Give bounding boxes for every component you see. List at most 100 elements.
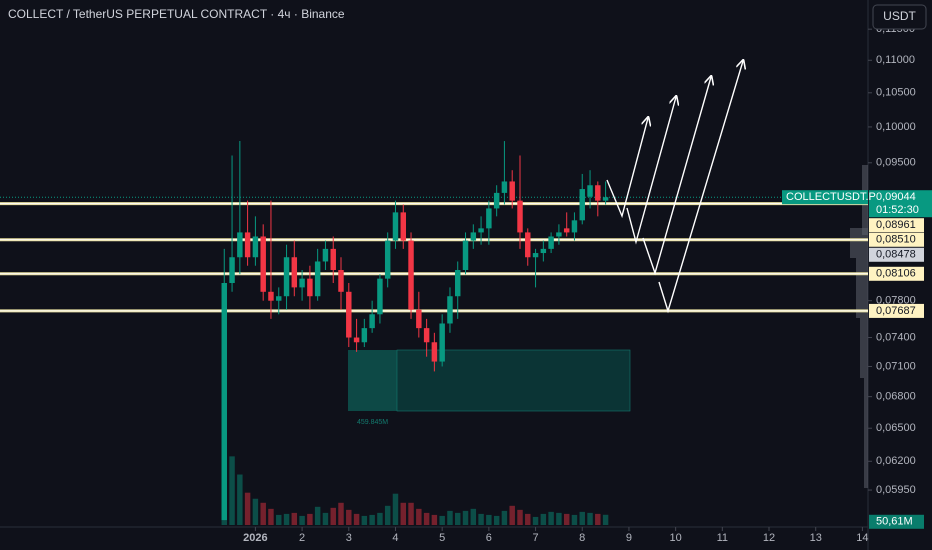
candle-body bbox=[501, 181, 508, 193]
volume-bar bbox=[501, 510, 508, 525]
volume-bar bbox=[291, 512, 298, 525]
arrow bbox=[642, 77, 711, 276]
candle-body bbox=[517, 200, 523, 233]
volume-bar bbox=[346, 509, 352, 525]
volume-label: 50,61M bbox=[876, 516, 913, 528]
candle-body bbox=[338, 270, 344, 292]
y-tick-label: 0,06800 bbox=[876, 391, 916, 403]
candle-body bbox=[478, 228, 484, 233]
candle-body bbox=[532, 253, 539, 258]
chart-title: COLLECT / TetherUS PERPETUAL CONTRACT · … bbox=[8, 7, 345, 21]
volume-bar bbox=[361, 515, 368, 525]
volume-bar bbox=[330, 507, 336, 525]
candle-body bbox=[470, 232, 477, 241]
volume-bar bbox=[276, 514, 282, 525]
y-tick-label: 0,11000 bbox=[876, 54, 915, 66]
arrows bbox=[606, 61, 743, 314]
volume-bar bbox=[244, 492, 251, 525]
axis-layer: 0,115000,110000,105000,100000,095000,078… bbox=[243, 23, 932, 544]
profile-bar bbox=[856, 258, 868, 318]
x-tick-label: 7 bbox=[532, 532, 538, 544]
volume-bar bbox=[493, 515, 500, 525]
volume-bar bbox=[252, 498, 259, 525]
volume-label-box bbox=[869, 514, 924, 529]
volume-bar bbox=[322, 512, 329, 525]
volume-bar bbox=[587, 512, 593, 525]
candle-body bbox=[408, 240, 414, 310]
volume-bar bbox=[556, 512, 562, 525]
candle-body bbox=[361, 328, 368, 343]
marker-label-box bbox=[869, 247, 924, 262]
candle-body bbox=[392, 212, 399, 241]
volume-bar bbox=[431, 514, 438, 525]
marker-label: 0,08478 bbox=[876, 249, 916, 261]
volume-bar bbox=[563, 513, 570, 525]
x-tick-label: 5 bbox=[439, 532, 445, 544]
candle-body bbox=[579, 189, 585, 221]
candle-body bbox=[431, 342, 438, 362]
volume-bar bbox=[384, 505, 391, 525]
candle-body bbox=[462, 240, 469, 271]
candle-body bbox=[556, 232, 562, 237]
candle-body bbox=[540, 248, 547, 254]
volume-bar bbox=[595, 513, 601, 525]
currency-button[interactable] bbox=[872, 4, 927, 30]
y-tick-label: 0,10500 bbox=[876, 87, 916, 99]
x-tick-label: 14 bbox=[856, 532, 868, 544]
zone-left bbox=[348, 350, 397, 411]
candle-body bbox=[493, 192, 500, 209]
candle-body bbox=[314, 261, 321, 297]
candle-body bbox=[283, 257, 290, 297]
candle-body bbox=[439, 323, 445, 362]
y-tick-label: 0,06500 bbox=[876, 422, 916, 434]
candle-body bbox=[423, 328, 430, 343]
candle-body bbox=[268, 291, 274, 301]
y-tick-label: 0,05950 bbox=[876, 484, 916, 496]
volume-bar bbox=[571, 514, 578, 525]
x-tick-label: 11 bbox=[717, 532, 728, 544]
candle-body bbox=[353, 337, 360, 343]
zone-annotation: 459.845M bbox=[357, 419, 388, 426]
candle-body bbox=[548, 236, 554, 249]
candle-body bbox=[276, 296, 282, 301]
candle-body bbox=[229, 257, 235, 283]
currency-button-label[interactable]: USDT bbox=[883, 9, 916, 23]
volume-bar bbox=[548, 511, 554, 525]
arrow bbox=[606, 118, 648, 219]
volume-bar bbox=[260, 502, 266, 525]
candle-body bbox=[260, 236, 266, 292]
volume-bar bbox=[237, 474, 243, 525]
y-tick-label: 0,09500 bbox=[876, 157, 916, 169]
candle-body bbox=[454, 270, 461, 297]
candle-body bbox=[244, 232, 251, 258]
levels-layer bbox=[0, 196, 868, 313]
level-label: 0,07687 bbox=[876, 305, 916, 317]
volume-bar bbox=[579, 511, 585, 525]
candle-body bbox=[400, 212, 407, 241]
candle-body bbox=[330, 248, 336, 271]
volume-bar bbox=[229, 456, 235, 525]
volume-bar bbox=[439, 515, 445, 525]
volume-bar bbox=[377, 512, 383, 525]
volume-bar bbox=[470, 508, 477, 525]
x-tick-label: 6 bbox=[486, 532, 492, 544]
volume-bar bbox=[307, 513, 313, 525]
volume-bar bbox=[509, 505, 515, 525]
x-tick-label: 2 bbox=[299, 532, 305, 544]
volume-bar bbox=[602, 514, 609, 525]
candle-body bbox=[595, 185, 601, 201]
volume-bar bbox=[486, 514, 492, 525]
x-tick-label: 4 bbox=[392, 532, 398, 544]
last-price-label: 0,09044 bbox=[876, 191, 916, 203]
candle-body bbox=[307, 278, 313, 297]
volume-bar bbox=[392, 493, 399, 525]
level-label-box bbox=[869, 218, 924, 233]
volume-bar bbox=[314, 506, 321, 525]
arrow bbox=[658, 61, 743, 314]
candle-body bbox=[291, 257, 298, 288]
y-tick-label: 0,07400 bbox=[876, 331, 916, 343]
profile-bar bbox=[860, 318, 868, 378]
candle-body bbox=[525, 232, 531, 258]
